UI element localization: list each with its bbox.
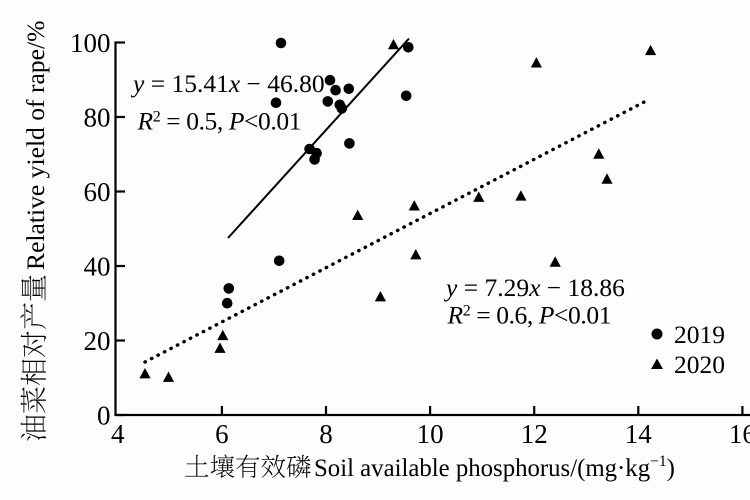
svg-text:Soil available phosphorus/(mg·: Soil available phosphorus/(mg·kg−1) — [314, 453, 675, 482]
svg-text:10: 10 — [417, 419, 444, 449]
svg-text:60: 60 — [84, 177, 111, 207]
svg-text:R2 = 0.6, P<0.01: R2 = 0.6, P<0.01 — [447, 301, 612, 330]
svg-text:12: 12 — [521, 419, 548, 449]
svg-text:2020: 2020 — [674, 350, 725, 379]
svg-text:16: 16 — [729, 419, 750, 449]
svg-text:80: 80 — [84, 103, 111, 133]
svg-text:100: 100 — [70, 28, 111, 58]
svg-text:2019: 2019 — [674, 320, 725, 349]
svg-text:y = 7.29x − 18.86: y = 7.29x − 18.86 — [443, 273, 625, 302]
svg-text:40: 40 — [84, 252, 111, 282]
svg-text:14: 14 — [625, 419, 653, 449]
svg-text:y = 15.41x − 46.80: y = 15.41x − 46.80 — [130, 69, 325, 98]
svg-text:4: 4 — [111, 419, 125, 449]
svg-text:8: 8 — [319, 419, 333, 449]
svg-text:6: 6 — [215, 419, 229, 449]
svg-text:0: 0 — [97, 401, 111, 431]
svg-text:R2 = 0.5, P<0.01: R2 = 0.5, P<0.01 — [137, 107, 302, 136]
svg-text:20: 20 — [84, 326, 111, 356]
svg-text:Relative yield of rape/%: Relative yield of rape/% — [21, 21, 50, 270]
